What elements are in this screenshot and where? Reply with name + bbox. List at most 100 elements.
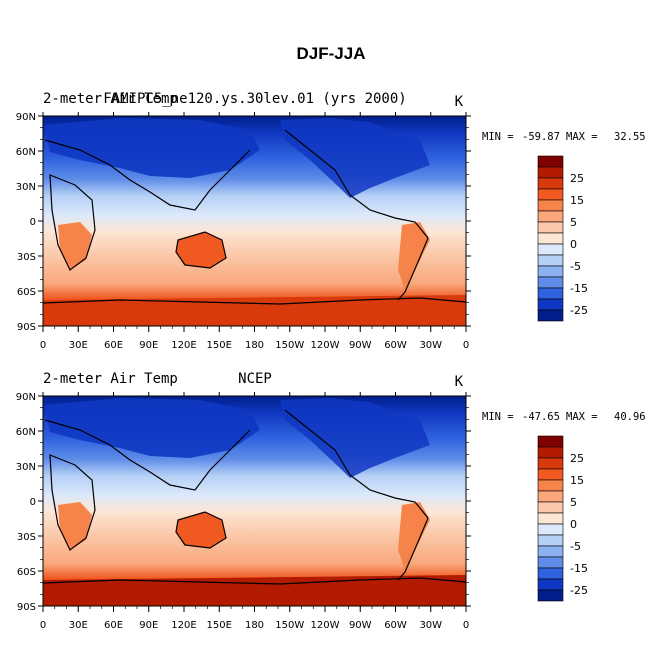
colorbar-swatch — [537, 243, 564, 256]
colorbar-swatch — [537, 512, 564, 525]
lon-tick-label: 90W — [349, 340, 372, 351]
lat-tick-label: 0 — [30, 497, 36, 508]
lat-tick-label: 90S — [17, 322, 36, 333]
colorbar-label: -15 — [570, 282, 588, 295]
lat-tick-label: 30N — [16, 182, 36, 193]
colorbar-swatch — [537, 490, 564, 503]
lat-tick-label: 90N — [16, 112, 36, 123]
max-label: MAX = — [566, 131, 598, 143]
min-label: MIN = — [482, 411, 514, 423]
colorbar-label: 0 — [570, 238, 577, 251]
colorbar: 25 15 5 0 -5 -15 -25 — [537, 155, 588, 322]
colorbar: 25 15 5 0 -5 -15 -25 — [537, 435, 588, 602]
colorbar-label: -25 — [570, 304, 588, 317]
lon-tick-label: 0 — [463, 620, 469, 631]
lat-tick-label: 60S — [17, 567, 36, 578]
colorbar-swatch — [537, 589, 564, 602]
min-value: -47.65 — [522, 411, 560, 423]
colorbar-label: -5 — [570, 260, 581, 273]
colorbar-label: -15 — [570, 562, 588, 575]
lon-tick-label: 60E — [104, 620, 123, 631]
panel-units-label: K — [455, 94, 464, 110]
lat-tick-label: 60S — [17, 287, 36, 298]
colorbar-swatch — [537, 265, 564, 278]
colorbar-swatch — [537, 545, 564, 558]
panel-left-label: 2-meter Air Temp — [43, 91, 178, 107]
south-america-south — [398, 222, 430, 290]
africa-south — [58, 502, 92, 550]
coastline-africa — [49, 454, 96, 551]
colorbar-swatch — [537, 221, 564, 234]
antarctica-land — [43, 575, 466, 606]
lon-tick-label: 30E — [69, 340, 88, 351]
south-america-south — [398, 502, 430, 570]
panel-left-label: 2-meter Air Temp — [43, 371, 178, 387]
antarctica-land — [43, 295, 466, 326]
lon-tick-label: 90E — [139, 340, 158, 351]
min-value: -59.87 — [522, 131, 560, 143]
land-overlays — [43, 118, 466, 326]
lon-tick-label: 180 — [245, 620, 264, 631]
lat-tick-label: 30N — [16, 462, 36, 473]
panel-center-label: NCEP — [238, 371, 272, 387]
coastline-eurasia — [44, 139, 251, 211]
eurasia-land — [45, 398, 260, 458]
min-max-stats: MIN = -59.87 MAX = 32.55 — [482, 131, 646, 143]
lon-tick-label: 60E — [104, 340, 123, 351]
lon-tick-label: 180 — [245, 340, 264, 351]
lon-tick-label: 0 — [40, 620, 46, 631]
colorbar-swatch — [537, 232, 564, 245]
colorbar-label: 25 — [570, 452, 584, 465]
lon-tick-label: 60W — [384, 340, 407, 351]
coastline-americas — [284, 129, 429, 301]
coastline-antarctica — [42, 577, 467, 585]
coastline-antarctica — [42, 297, 467, 305]
lon-tick-label: 150W — [275, 340, 304, 351]
coastline-americas — [284, 409, 429, 581]
colorbar-swatch — [537, 254, 564, 267]
lon-tick-label: 120E — [171, 340, 196, 351]
coastlines — [42, 129, 467, 305]
lat-tick-label: 90N — [16, 392, 36, 403]
lat-tick-label: 60N — [16, 427, 36, 438]
colorbar-label: 5 — [570, 216, 577, 229]
min-label: MIN = — [482, 131, 514, 143]
lon-tick-label: 150W — [275, 620, 304, 631]
lon-tick-label: 30W — [419, 620, 442, 631]
north-america-land — [280, 398, 430, 478]
lon-tick-label: 150E — [207, 620, 232, 631]
max-label: MAX = — [566, 411, 598, 423]
colorbar-swatch — [537, 578, 564, 591]
colorbar-swatch — [537, 188, 564, 201]
colorbar-swatch — [537, 287, 564, 300]
lon-tick-label: 120W — [311, 620, 340, 631]
colorbar-swatch — [537, 534, 564, 547]
lon-tick-label: 0 — [40, 340, 46, 351]
africa-south — [58, 222, 92, 270]
lon-tick-label: 150E — [207, 340, 232, 351]
australia-land — [176, 512, 226, 548]
colorbar-swatch — [537, 501, 564, 514]
colorbar-swatch — [537, 567, 564, 580]
colorbar-label: -25 — [570, 584, 588, 597]
colorbar-swatch — [537, 435, 564, 448]
lon-tick-label: 60W — [384, 620, 407, 631]
max-value: 40.96 — [614, 411, 646, 423]
eurasia-land — [45, 118, 260, 178]
coastlines — [42, 409, 467, 585]
land-overlays — [43, 398, 466, 606]
colorbar-swatch — [537, 155, 564, 168]
min-max-stats: MIN = -47.65 MAX = 40.96 — [482, 411, 646, 423]
colorbar-label: 15 — [570, 474, 584, 487]
colorbar-label: -5 — [570, 540, 581, 553]
lat-tick-label: 30S — [17, 252, 36, 263]
colorbar-swatch — [537, 309, 564, 322]
lon-tick-label: 0 — [463, 340, 469, 351]
lon-tick-label: 30W — [419, 340, 442, 351]
colorbar-label: 15 — [570, 194, 584, 207]
colorbar-swatch — [537, 457, 564, 470]
panel-units-label: K — [455, 374, 464, 390]
lon-tick-label: 30E — [69, 620, 88, 631]
figure-title: DJF-JJA — [297, 44, 366, 63]
coastline-africa — [49, 174, 96, 271]
